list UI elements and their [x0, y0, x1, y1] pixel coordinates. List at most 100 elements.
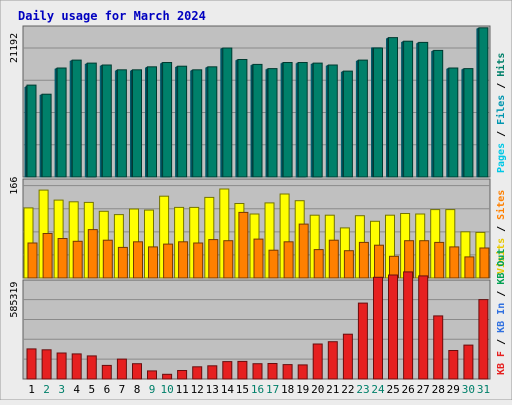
bar-sites-day-17 — [268, 249, 279, 279]
bar-sites-day-7 — [117, 246, 128, 279]
bar-sites-day-24 — [374, 244, 384, 279]
day-label-24: 24 — [371, 383, 385, 396]
visits-panel: 166 Visits / Sites — [9, 177, 507, 279]
bar-hits-day-3 — [56, 67, 67, 178]
bar-hits-day-6 — [101, 64, 112, 178]
bar-kb-f-day-2 — [41, 349, 52, 380]
bar-kb-f-day-29 — [448, 350, 459, 380]
bar-hits-day-19 — [297, 62, 308, 178]
bar-kb-f-day-16 — [252, 363, 263, 380]
legend-entry-pages: Pages — [496, 143, 507, 173]
bar-hits-day-22 — [342, 70, 353, 178]
bar-hits-day-25 — [388, 37, 398, 178]
day-label-1: 1 — [28, 383, 35, 396]
day-label-10: 10 — [160, 383, 173, 396]
legend-entry-kb-in: KB In — [496, 303, 507, 333]
day-label-17: 17 — [266, 383, 279, 396]
day-label-13: 13 — [206, 383, 219, 396]
bar-sites-day-6 — [102, 239, 113, 279]
bar-sites-day-9 — [148, 246, 158, 279]
bar-kb-f-day-7 — [116, 358, 127, 380]
legend-separator: / — [496, 333, 507, 351]
bar-hits-day-2 — [41, 93, 52, 178]
bar-sites-day-4 — [72, 240, 83, 279]
bar-hits-day-9 — [147, 66, 157, 178]
bar-hits-day-18 — [282, 62, 293, 178]
bar-sites-day-14 — [223, 240, 234, 279]
bar-kb-f-day-11 — [177, 370, 188, 380]
day-label-22: 22 — [341, 383, 354, 396]
bar-sites-day-21 — [328, 239, 339, 279]
hits-panel: 21192 Pages / Files / Hits — [9, 25, 507, 178]
bar-sites-day-3 — [57, 238, 68, 279]
bar-hits-day-11 — [177, 65, 188, 178]
day-label-2: 2 — [43, 383, 50, 396]
legend-separator: / — [496, 77, 507, 95]
day-label-29: 29 — [447, 383, 460, 396]
bar-kb-f-day-21 — [327, 341, 338, 380]
legend-entry-kb-f: KB F — [496, 351, 507, 375]
day-label-23: 23 — [356, 383, 369, 396]
day-label-30: 30 — [462, 383, 475, 396]
bar-sites-day-2 — [42, 233, 53, 279]
bar-kb-f-day-18 — [282, 364, 293, 380]
legend-entry-hits: Hits — [495, 53, 507, 77]
bar-sites-day-18 — [283, 241, 294, 279]
legend-separator: / — [496, 220, 507, 238]
bar-sites-day-15 — [238, 211, 249, 279]
bar-sites-day-31 — [479, 247, 490, 279]
bar-kb-f-day-6 — [101, 364, 112, 380]
bar-kb-f-day-26 — [403, 271, 414, 380]
bar-sites-day-1 — [27, 242, 38, 279]
y-max-label: 166 — [9, 177, 20, 195]
bar-kb-f-day-9 — [147, 370, 157, 380]
bar-hits-day-26 — [403, 40, 414, 178]
legend-entry-kb-out: KB Out — [496, 249, 507, 285]
bar-hits-day-23 — [357, 59, 368, 178]
day-label-7: 7 — [119, 383, 126, 396]
bar-kb-f-day-5 — [86, 355, 97, 380]
day-label-5: 5 — [88, 383, 95, 396]
bar-sites-day-27 — [419, 240, 430, 279]
day-label-11: 11 — [176, 383, 189, 396]
day-label-9: 9 — [149, 383, 156, 396]
legend-text: Pages / Files / Hits — [495, 53, 507, 173]
bar-hits-day-15 — [237, 59, 248, 178]
bar-sites-day-19 — [298, 223, 309, 279]
bar-kb-f-day-1 — [26, 348, 37, 380]
bar-sites-day-30 — [464, 256, 475, 279]
bar-sites-day-5 — [87, 229, 98, 279]
day-label-25: 25 — [386, 383, 399, 396]
bar-kb-f-day-23 — [357, 302, 368, 380]
bar-sites-day-8 — [133, 241, 143, 279]
bar-sites-day-23 — [358, 241, 369, 279]
bar-hits-day-27 — [418, 41, 429, 178]
legend-separator: / — [496, 125, 507, 143]
bar-kb-f-day-17 — [267, 363, 278, 380]
bar-kb-f-day-12 — [192, 366, 203, 380]
legend-entry-files: Files — [495, 95, 507, 125]
day-label-4: 4 — [73, 383, 80, 396]
day-label-27: 27 — [417, 383, 430, 396]
day-label-28: 28 — [432, 383, 445, 396]
day-label-14: 14 — [221, 383, 235, 396]
bar-kb-f-day-14 — [222, 361, 233, 380]
bar-sites-day-16 — [253, 238, 264, 279]
bar-hits-day-21 — [327, 64, 338, 178]
bar-hits-day-10 — [162, 62, 173, 178]
day-label-20: 20 — [311, 383, 324, 396]
bar-kb-f-day-24 — [373, 276, 383, 380]
bar-hits-day-12 — [192, 69, 203, 178]
hits-panel-legend: Pages / Files / Hits — [495, 53, 507, 173]
day-label-8: 8 — [134, 383, 141, 396]
day-label-16: 16 — [251, 383, 264, 396]
bar-hits-day-20 — [312, 62, 323, 178]
bar-sites-day-28 — [434, 241, 445, 279]
day-label-19: 19 — [296, 383, 309, 396]
legend-separator: / — [496, 285, 507, 303]
bar-hits-day-4 — [71, 59, 82, 178]
bar-hits-day-14 — [222, 47, 233, 178]
day-label-3: 3 — [58, 383, 65, 396]
bar-sites-day-29 — [449, 246, 460, 279]
day-label-26: 26 — [401, 383, 414, 396]
